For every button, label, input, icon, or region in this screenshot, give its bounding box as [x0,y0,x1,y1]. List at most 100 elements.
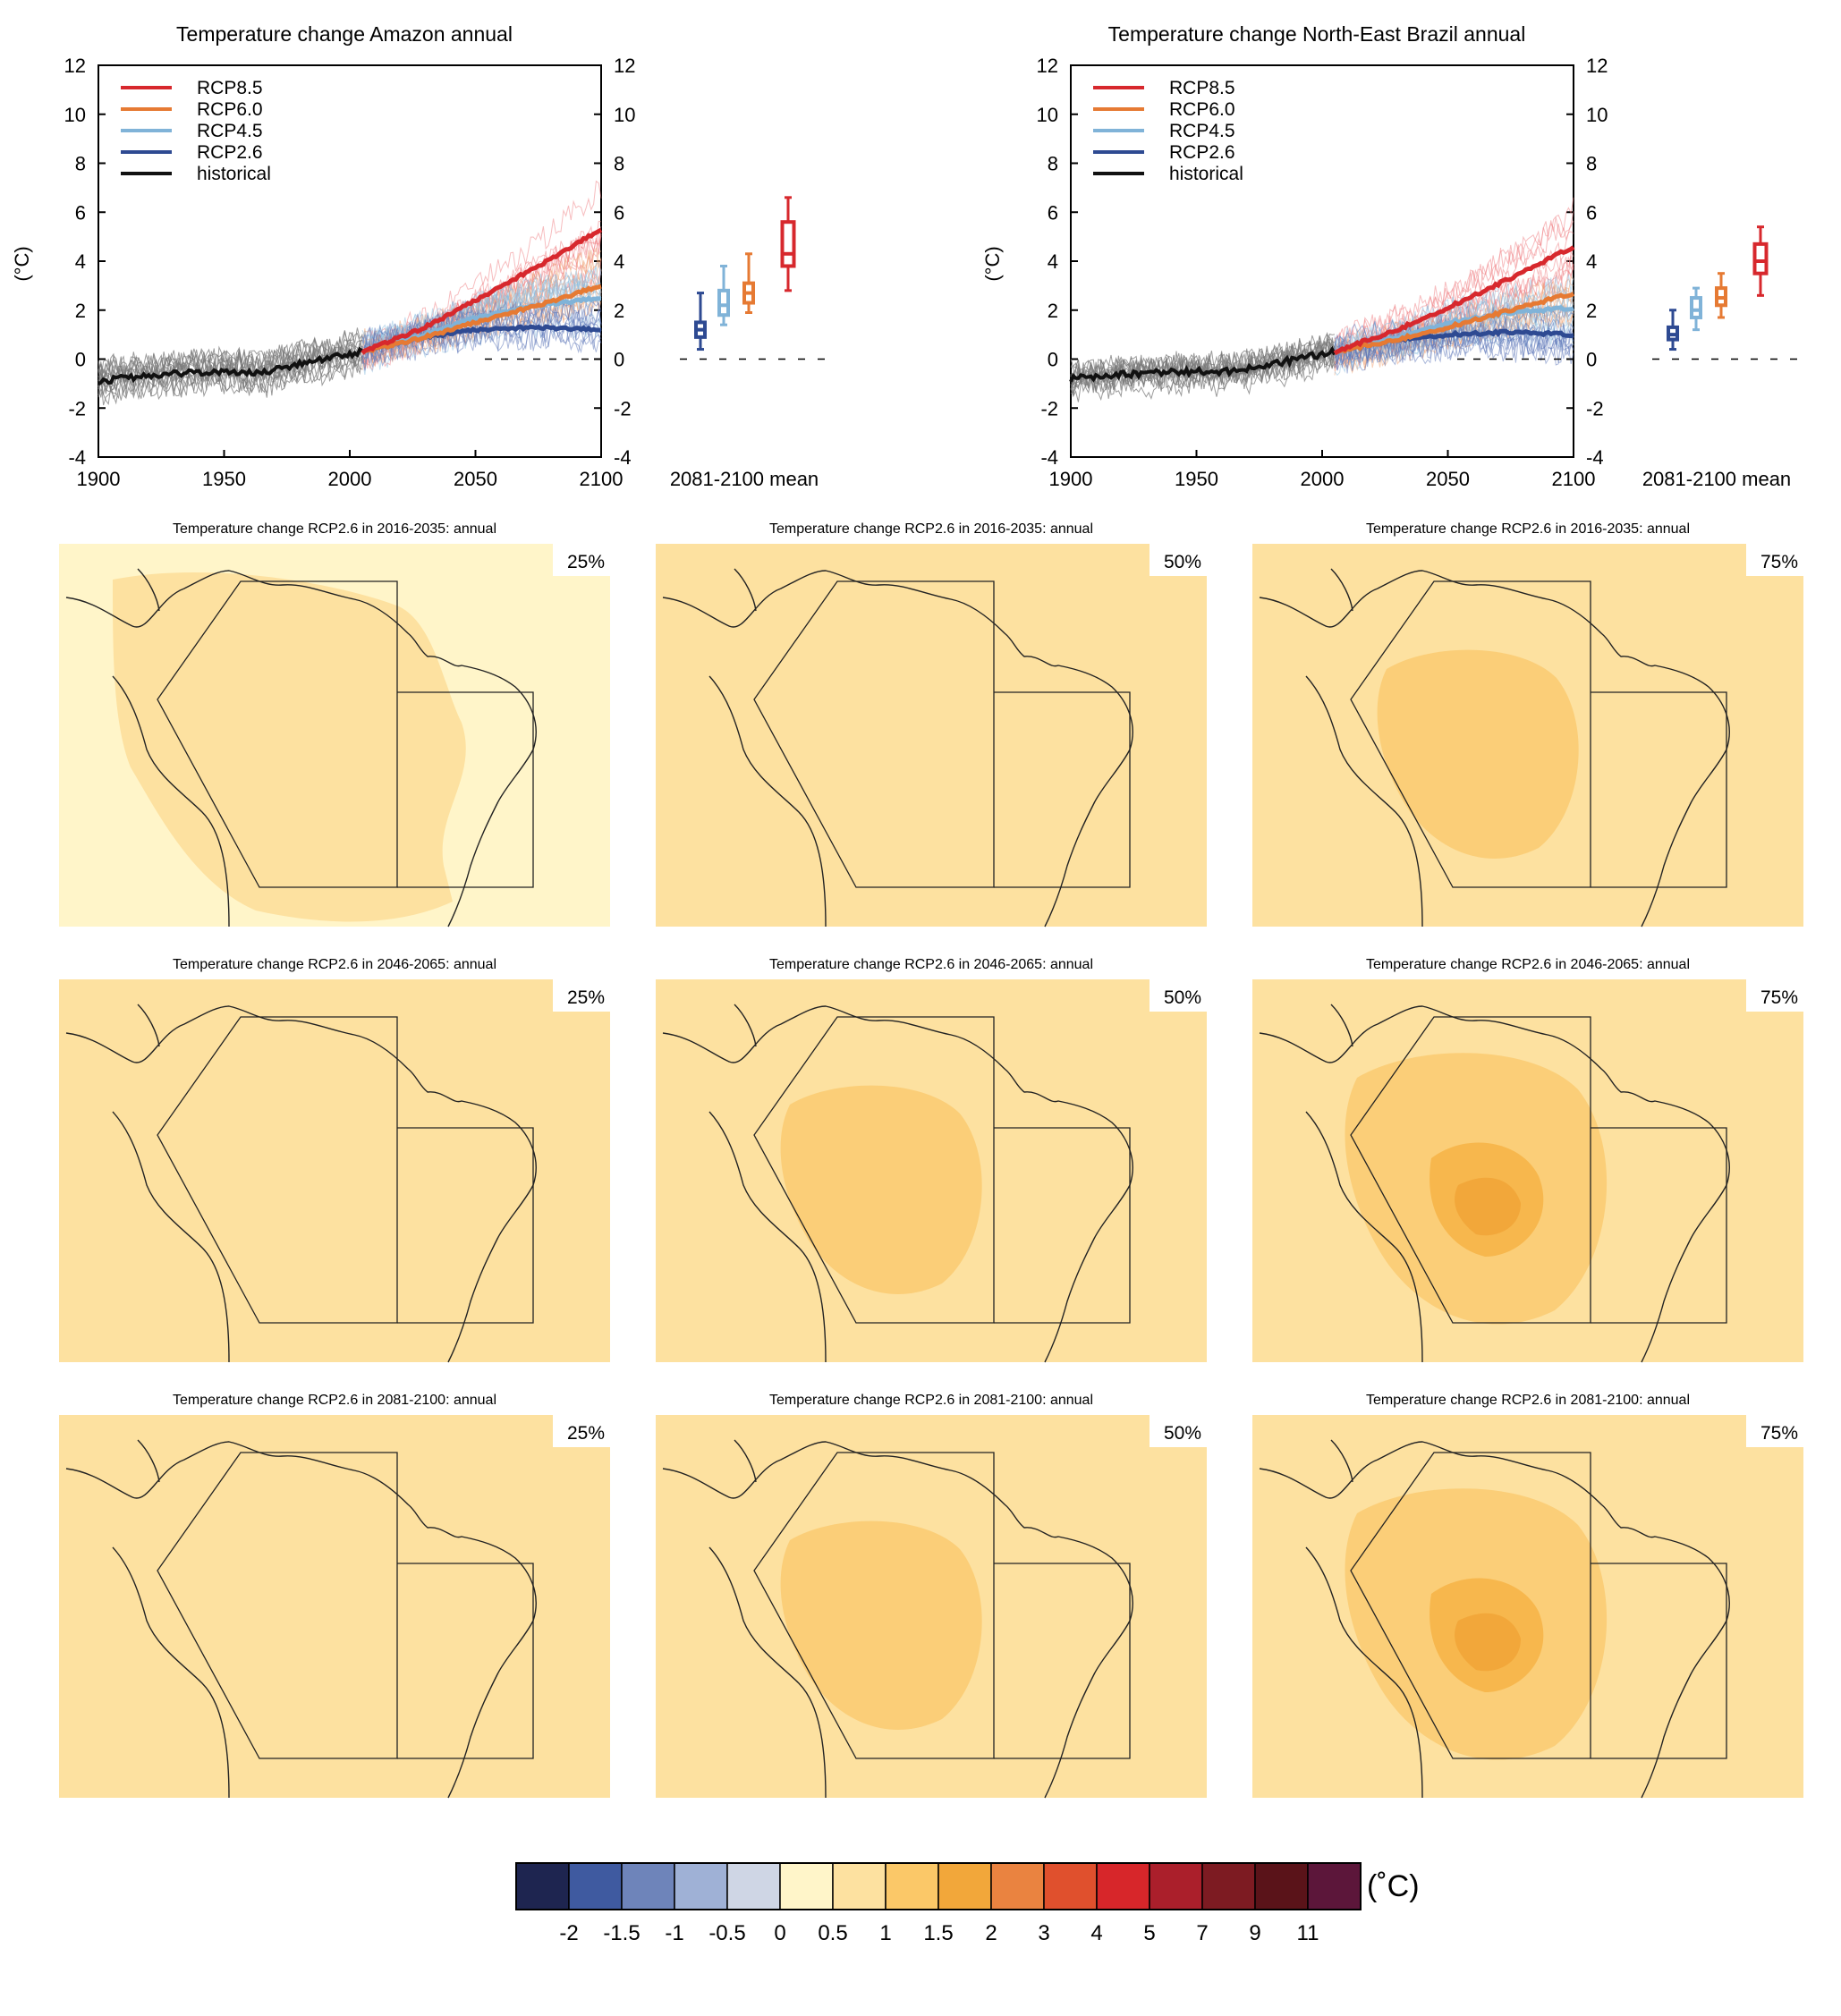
y-tick-label: 10 [614,104,635,126]
y-tick-label: 12 [64,55,86,77]
y-tick-labels-right: 12 10 8 6 4 2 0 -2 -4 [614,55,635,469]
y-tick-label: 6 [1586,201,1597,224]
map-panel: 25% Temperature change RCP2.6 in 2016-203… [59,521,610,928]
y-tick-label: 4 [1586,250,1597,273]
colorbar-label: 11 [1297,1921,1319,1945]
y-tick-label: 12 [614,55,635,77]
y-tick-label: 2 [614,300,624,322]
y-tick-label: -2 [1040,397,1058,419]
y-tick-label: 6 [1048,201,1058,224]
map-grid: 25% Temperature change RCP2.6 in 2016-203… [59,521,1803,1799]
y-axis-label: (°C) [11,246,33,281]
y-tick-label: -2 [614,397,632,419]
map-contour [113,572,466,922]
y-tick-label: -2 [1586,397,1604,419]
boxplot-rcp26 [1667,309,1679,352]
ne-brazil-region-box [1591,1127,1727,1324]
y-tick-label: 0 [1048,349,1058,371]
map-contour [1455,1613,1521,1672]
percentile-badge [553,1415,610,1447]
amazon-timeseries-panel: Temperature change Amazon annual 12 10 8 6 4… [11,22,825,490]
boxplot-rcp60 [1715,272,1727,319]
boxplot-label: 2081-2100 mean [1642,468,1791,490]
multi-model-mean-lines [97,227,825,386]
colorbar-swatch [1149,1862,1203,1910]
y-tick-labels-right: 12 10 8 6 4 2 0 -2 -4 [1586,55,1608,469]
colorbar-label: 1.5 [923,1921,953,1945]
percentile-badge [1746,1415,1803,1447]
y-tick-label: -4 [1586,446,1604,469]
coastline [65,1004,537,1363]
box-plots [1667,225,1769,352]
y-tick-label: -4 [68,446,86,469]
colorbar-swatch [568,1862,623,1910]
map-title: Temperature change RCP2.6 in 2081-2100: … [1366,1393,1690,1408]
colorbar-swatch [726,1862,781,1910]
map-contour [1455,1177,1521,1236]
amazon-region-box [753,1452,995,1759]
amazon-region-box [157,1452,398,1759]
box-plots [694,196,796,352]
map-contour [656,544,1207,927]
map-panel: 25% Temperature change RCP2.6 in 2046-206… [59,957,610,1363]
colorbar-label: 9 [1249,1921,1260,1945]
amazon-region-box [157,1016,398,1324]
colorbar-label: 5 [1143,1921,1155,1945]
colorbar-label: -2 [559,1921,578,1945]
legend-label: RCP6.0 [197,99,263,120]
map-title: Temperature change RCP2.6 in 2081-2100: … [173,1393,496,1408]
y-tick-label: 10 [64,104,86,126]
coastline [1259,1439,1730,1799]
colorbar-swatch [1254,1862,1309,1910]
colorbar-label: 2 [985,1921,997,1945]
legend-label: historical [1169,164,1243,184]
coastline [65,1439,537,1799]
boxplot-rcp60 [742,252,755,314]
percentile-label: 25% [567,987,605,1008]
colorbar-swatch [1096,1862,1150,1910]
percentile-label: 50% [1164,987,1201,1008]
mean-line-historical [1069,345,1336,383]
ne-brazil-region-box [994,1563,1131,1759]
x-tick-label: 2000 [1301,468,1345,490]
mean-line-historical [97,346,364,386]
ne-brazil-region-box [397,1563,534,1759]
y-tick-label: 6 [75,201,86,224]
y-tick-label: 4 [1048,250,1058,273]
y-tick-label: 12 [1586,55,1608,77]
y-tick-label: -4 [614,446,632,469]
percentile-badge [1150,979,1207,1012]
colorbar-swatch [779,1862,834,1910]
map-contour [59,1415,610,1798]
y-tick-label: 0 [75,349,86,371]
map-title: Temperature change RCP2.6 in 2046-2065: … [1366,957,1690,972]
x-tick-labels: 1900 1950 2000 2050 2100 [1049,468,1596,490]
percentile-label: 25% [567,552,605,572]
y-tick-label: 12 [1037,55,1058,77]
y-tick-labels-left: 12 10 8 6 4 2 0 -2 -4 [1037,55,1058,469]
y-tick-label: 6 [614,201,624,224]
legend-label: RCP6.0 [1169,99,1235,120]
ne-brazil-region-box [397,691,534,888]
ensemble-line-rcp26 [1334,333,1574,368]
colorbar-swatch [621,1862,675,1910]
colorbar-swatch [937,1862,992,1910]
coastline [662,1439,1133,1799]
y-tick-label: 4 [75,250,86,273]
colorbar-swatch [832,1862,887,1910]
boxplot-rcp85 [1752,225,1769,297]
amazon-region-box [1350,580,1591,888]
y-axis-label: (°C) [981,246,1004,281]
multi-model-mean-lines [1069,245,1797,383]
map-panel: 75% Temperature change RCP2.6 in 2016-203… [1252,521,1803,928]
y-tick-label: 10 [1037,104,1058,126]
box-body [1690,296,1702,319]
map-panel: 50% Temperature change RCP2.6 in 2016-203… [656,521,1207,928]
boxplot-rcp85 [780,196,796,292]
colorbar-swatch [1201,1862,1256,1910]
ne-brazil-region-box [397,1127,534,1324]
mean-line-rcp85 [1333,245,1575,356]
map-title: Temperature change RCP2.6 in 2016-2035: … [769,521,1093,537]
